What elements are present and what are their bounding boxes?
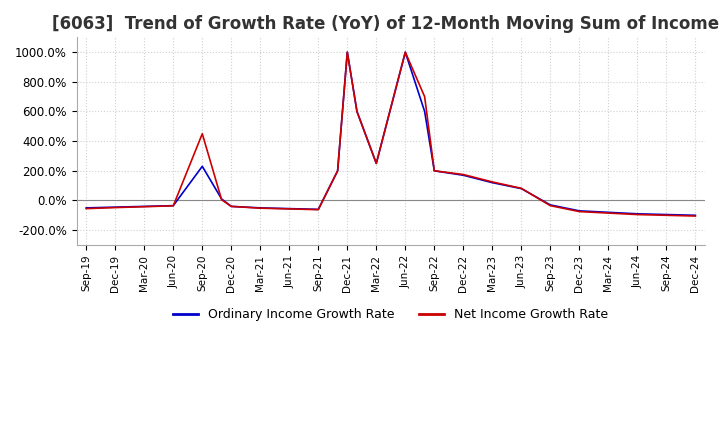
Title: [6063]  Trend of Growth Rate (YoY) of 12-Month Moving Sum of Incomes: [6063] Trend of Growth Rate (YoY) of 12-… xyxy=(53,15,720,33)
Legend: Ordinary Income Growth Rate, Net Income Growth Rate: Ordinary Income Growth Rate, Net Income … xyxy=(168,303,613,326)
